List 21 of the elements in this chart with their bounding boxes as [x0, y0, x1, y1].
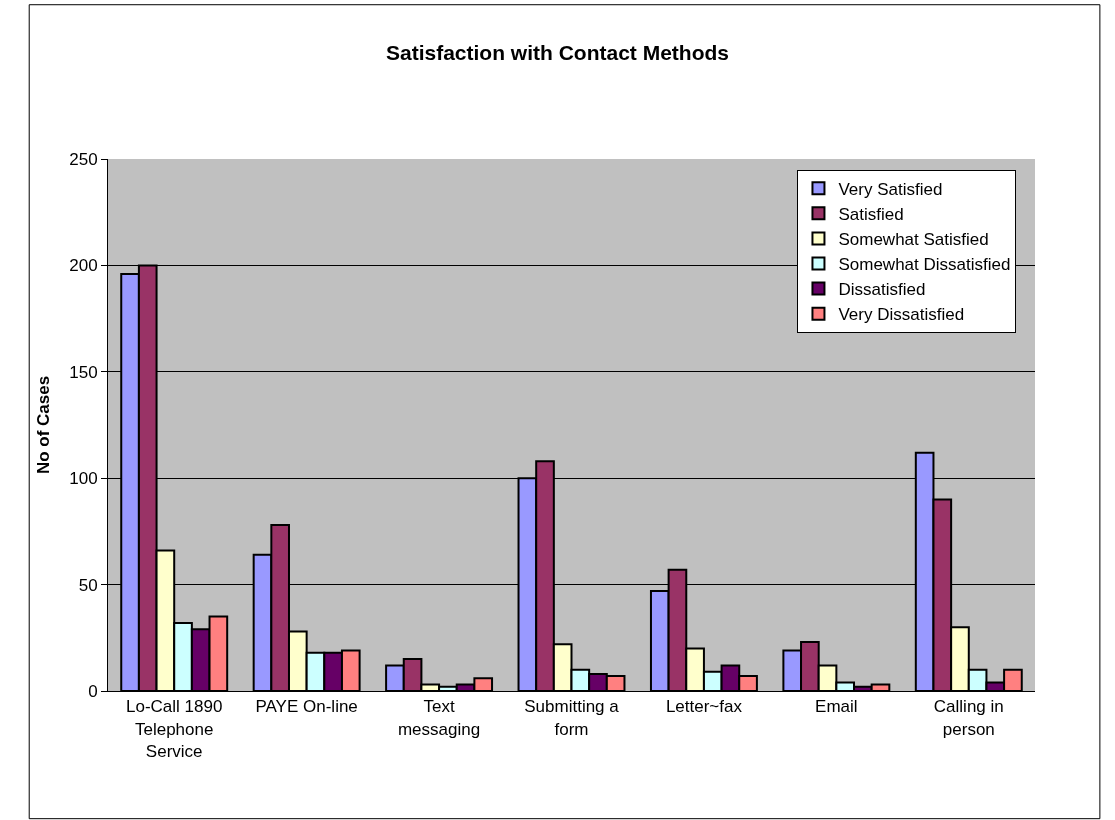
- legend-label: Dissatisfied: [838, 280, 926, 300]
- legend-label: Very Dissatisfied: [838, 305, 965, 325]
- legend-label: Satisfied: [838, 204, 904, 224]
- y-tick-label: 250: [69, 149, 98, 169]
- x-tick-label: Lo-Call 1890 Telephone Service: [126, 697, 223, 761]
- x-tick-label: Calling in person: [933, 697, 1004, 739]
- x-tick-label: Letter~fax: [665, 697, 743, 717]
- y-tick-label: 0: [88, 681, 98, 701]
- x-tick-label: Submitting a form: [524, 697, 620, 739]
- chart-title: Satisfaction with Contact Methods: [385, 40, 730, 64]
- y-tick-label: 100: [69, 469, 98, 489]
- y-tick-label: 200: [69, 256, 98, 276]
- legend-label: Very Satisfied: [838, 179, 943, 199]
- y-tick-label: 150: [69, 362, 98, 382]
- y-axis-title: No of Cases: [33, 375, 53, 475]
- legend-label: Somewhat Satisfied: [838, 230, 989, 250]
- y-tick-label: 50: [78, 575, 98, 595]
- x-tick-label: Text messaging: [397, 697, 481, 739]
- x-tick-label: Email: [815, 697, 858, 717]
- legend-label: Somewhat Dissatisfied: [838, 255, 1011, 275]
- x-tick-label: PAYE On-line: [255, 697, 358, 717]
